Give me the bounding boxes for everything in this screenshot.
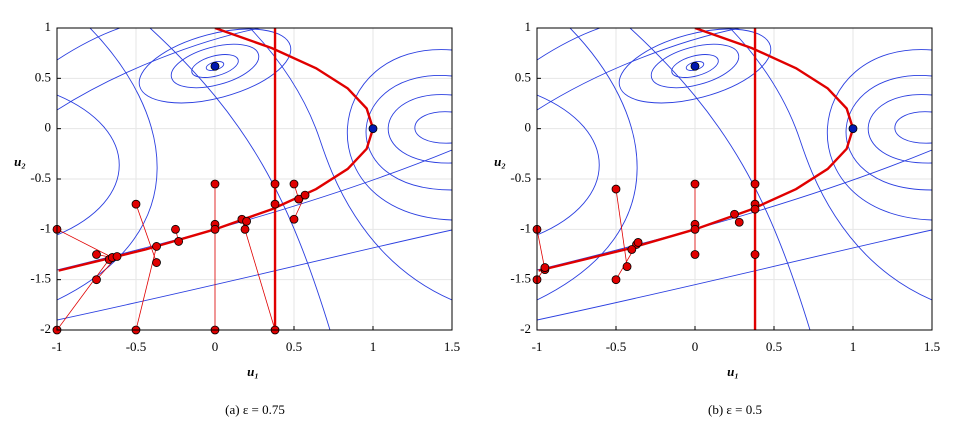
trajectory xyxy=(135,204,157,263)
axes-box xyxy=(56,27,453,331)
x-tick-label: 1 xyxy=(370,339,377,354)
point xyxy=(690,61,700,71)
x-tick-label: 0.5 xyxy=(286,339,302,354)
x-tick-label: 0 xyxy=(692,339,699,354)
trajectory xyxy=(537,229,546,270)
point xyxy=(289,214,299,224)
point xyxy=(270,199,280,209)
trajectory xyxy=(615,189,628,267)
point xyxy=(627,245,637,254)
point xyxy=(171,224,180,234)
panel: -1 -0.5 0 0.5 1 1.5 -2 -1.5 -1 -0.5 0 0.5 1 u₁ u₂ (b) ε… xyxy=(494,19,940,417)
point xyxy=(611,184,621,194)
point xyxy=(690,250,700,259)
x-axis-label: u₁ xyxy=(727,364,739,379)
point xyxy=(690,224,700,234)
point xyxy=(750,204,760,214)
x-tick-label: 1.5 xyxy=(924,339,940,354)
trajectory xyxy=(241,219,276,330)
caption: (b) ε = 0.5 xyxy=(708,402,762,417)
y-tick-label: -0.5 xyxy=(510,170,531,185)
point xyxy=(242,216,252,226)
y-tick-label: 1 xyxy=(45,19,52,34)
point xyxy=(210,61,220,71)
y-tick-label: -0.5 xyxy=(30,170,51,185)
point xyxy=(210,179,220,189)
y-tick-label: 0.5 xyxy=(515,69,531,84)
point xyxy=(240,224,250,234)
point xyxy=(750,179,760,189)
y-axis-label: u₂ xyxy=(494,154,506,169)
y-tick-label: 0 xyxy=(525,120,532,135)
x-tick-label: -0.5 xyxy=(126,339,147,354)
y-tick-label: -1 xyxy=(520,220,531,235)
y-tick-label: -1 xyxy=(40,220,51,235)
x-tick-label: -1 xyxy=(52,339,63,354)
point xyxy=(152,258,161,267)
point xyxy=(848,124,858,134)
panel: -1 -0.5 0 0.5 1 1.5 -2 -1.5 -1 -0.5 0 0.5 1 u₁ u₂ (a) ε… xyxy=(14,19,460,417)
point xyxy=(210,224,220,234)
point xyxy=(540,263,550,272)
point xyxy=(131,199,141,209)
axes-box xyxy=(536,27,933,331)
x-tick-label: 1 xyxy=(850,339,857,354)
point xyxy=(734,217,744,227)
y-tick-label: 0 xyxy=(45,120,52,135)
y-tick-label: -2 xyxy=(40,321,51,336)
caption: (a) ε = 0.75 xyxy=(225,402,285,417)
point xyxy=(92,275,101,285)
point xyxy=(92,250,101,259)
point xyxy=(611,275,621,285)
trajectory xyxy=(293,194,306,220)
point xyxy=(270,179,280,189)
point xyxy=(300,190,310,200)
x-tick-label: -0.5 xyxy=(606,339,627,354)
trajectory xyxy=(57,228,113,258)
x-tick-label: -1 xyxy=(532,339,543,354)
point xyxy=(368,124,378,134)
x-tick-label: 1.5 xyxy=(444,339,460,354)
y-axis-label: u₂ xyxy=(14,154,26,169)
x-tick-label: 0 xyxy=(212,339,219,354)
point xyxy=(750,250,760,259)
y-tick-label: -1.5 xyxy=(510,271,531,286)
point xyxy=(294,194,304,204)
x-tick-label: 0.5 xyxy=(766,339,782,354)
point xyxy=(633,238,643,247)
y-tick-label: -2 xyxy=(520,321,531,336)
point xyxy=(112,252,122,261)
point xyxy=(690,179,700,189)
point xyxy=(174,237,184,246)
x-axis-label: u₁ xyxy=(247,364,259,379)
trajectory xyxy=(57,259,110,330)
y-tick-label: 1 xyxy=(525,19,532,34)
point xyxy=(289,179,299,189)
y-tick-label: -1.5 xyxy=(30,271,51,286)
y-tick-label: 0.5 xyxy=(35,69,51,84)
point xyxy=(152,242,161,251)
point xyxy=(622,262,632,271)
point xyxy=(730,209,739,219)
